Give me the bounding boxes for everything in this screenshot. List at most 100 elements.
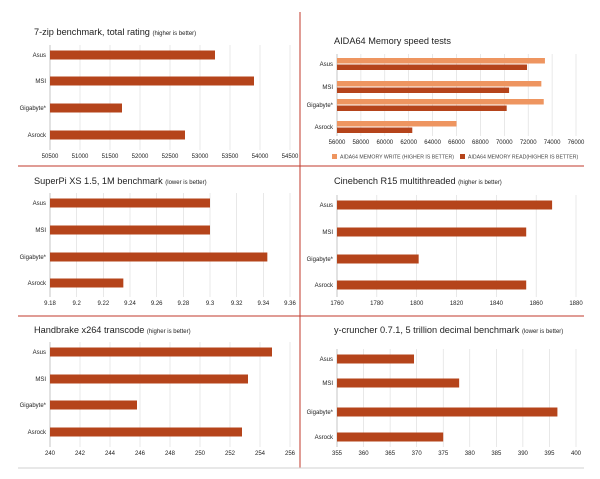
- category-label: Gigabyte*: [20, 106, 47, 112]
- category-label: Asrock: [28, 133, 47, 139]
- chart-title-handbrake: Handbrake x264 transcode (higher is bett…: [34, 325, 191, 335]
- bar: [337, 200, 553, 210]
- bar: [50, 427, 242, 437]
- category-label: Gigabyte*: [307, 103, 334, 109]
- x-tick-label: 54000: [252, 154, 269, 160]
- x-tick-label: 70000: [496, 140, 513, 146]
- x-tick-label: 56000: [329, 140, 346, 146]
- x-tick-label: 1800: [410, 301, 424, 307]
- legend-label-write: AIDA64 MEMORY WRITE (HIGHER IS BETTER): [340, 155, 454, 161]
- x-tick-label: 64000: [424, 140, 441, 146]
- x-tick-label: 9.18: [44, 301, 56, 307]
- bar-read: [337, 127, 413, 133]
- category-label: Asrock: [28, 281, 47, 287]
- bar: [50, 198, 210, 208]
- category-label: MSI: [35, 79, 46, 85]
- x-tick-label: 51000: [72, 154, 89, 160]
- x-tick-label: 9.28: [177, 301, 189, 307]
- category-label: Gigabyte*: [20, 403, 47, 409]
- x-tick-label: 68000: [472, 140, 489, 146]
- bar: [50, 374, 248, 384]
- bar-write: [337, 58, 545, 64]
- bar: [50, 225, 210, 235]
- bar-write: [337, 81, 542, 87]
- legend-swatch-write: [332, 154, 337, 159]
- x-tick-label: 9.24: [124, 301, 136, 307]
- x-tick-label: 395: [544, 451, 555, 457]
- bar: [50, 347, 272, 357]
- category-label: Asus: [33, 53, 46, 59]
- x-tick-label: 60000: [376, 140, 393, 146]
- category-label: Asus: [33, 350, 46, 356]
- x-tick-label: 74000: [544, 140, 561, 146]
- x-tick-label: 254: [255, 451, 266, 457]
- x-tick-label: 250: [195, 451, 206, 457]
- chart-title-ycruncher: y-cruncher 0.7.1, 5 trillion decimal ben…: [334, 325, 563, 335]
- x-tick-label: 385: [491, 451, 502, 457]
- category-label: Asrock: [315, 125, 334, 131]
- category-label: MSI: [35, 377, 46, 383]
- x-tick-label: 9.3: [206, 301, 215, 307]
- category-label: MSI: [322, 85, 333, 91]
- x-tick-label: 1820: [450, 301, 464, 307]
- x-tick-label: 355: [332, 451, 343, 457]
- chart-title-aida64: AIDA64 Memory speed tests: [334, 36, 451, 46]
- x-tick-label: 62000: [400, 140, 417, 146]
- category-label: MSI: [35, 228, 46, 234]
- x-tick-label: 50500: [42, 154, 59, 160]
- plots-layer: 50500 51000 51500 52000 52500 53000 53500 54000…: [20, 45, 585, 457]
- bar-write: [337, 99, 544, 105]
- bar-read: [337, 64, 528, 70]
- x-tick-label: 360: [359, 451, 370, 457]
- x-tick-label: 240: [45, 451, 56, 457]
- x-tick-label: 252: [225, 451, 236, 457]
- x-tick-label: 390: [518, 451, 529, 457]
- category-label: Asrock: [315, 283, 334, 289]
- category-label: Gigabyte*: [20, 255, 47, 261]
- x-tick-label: 72000: [520, 140, 537, 146]
- category-label: MSI: [322, 381, 333, 387]
- x-tick-label: 9.32: [231, 301, 243, 307]
- x-tick-label: 76000: [568, 140, 585, 146]
- bar: [50, 76, 254, 86]
- bar: [50, 103, 122, 113]
- bar: [337, 354, 415, 364]
- category-label: MSI: [322, 230, 333, 236]
- x-tick-label: 9.36: [284, 301, 296, 307]
- x-tick-label: 52000: [132, 154, 149, 160]
- bar: [337, 280, 527, 290]
- x-tick-label: 54500: [282, 154, 299, 160]
- legend-swatch-read: [460, 154, 465, 159]
- x-tick-label: 246: [135, 451, 146, 457]
- x-tick-label: 53000: [192, 154, 209, 160]
- category-label: Asus: [320, 62, 333, 68]
- bar: [337, 407, 558, 417]
- bar-read: [337, 87, 510, 93]
- chart-title-7zip: 7-zip benchmark, total rating (higher is…: [34, 27, 196, 37]
- x-tick-label: 1860: [529, 301, 543, 307]
- x-tick-label: 9.26: [151, 301, 163, 307]
- chart-title-cinebench: Cinebench R15 multithreaded (higher is b…: [334, 176, 502, 186]
- bar-read: [337, 105, 507, 111]
- category-label: Asus: [320, 203, 333, 209]
- category-label: Asus: [33, 201, 46, 207]
- bar: [50, 130, 185, 140]
- x-tick-label: 380: [465, 451, 476, 457]
- legend-label-read: AIDA64 MEMORY READ(HIGHER IS BETTER): [468, 155, 578, 161]
- x-tick-label: 9.2: [72, 301, 81, 307]
- x-tick-label: 1840: [490, 301, 504, 307]
- bar: [50, 50, 215, 60]
- category-label: Asus: [320, 357, 333, 363]
- x-tick-label: 370: [412, 451, 423, 457]
- bar: [50, 278, 124, 288]
- bar: [337, 254, 419, 264]
- x-tick-label: 365: [385, 451, 396, 457]
- x-tick-label: 1780: [370, 301, 384, 307]
- x-tick-label: 58000: [353, 140, 370, 146]
- bar: [337, 432, 444, 442]
- bar: [337, 227, 527, 237]
- x-tick-label: 1880: [569, 301, 583, 307]
- bar: [50, 400, 137, 410]
- x-tick-label: 242: [75, 451, 86, 457]
